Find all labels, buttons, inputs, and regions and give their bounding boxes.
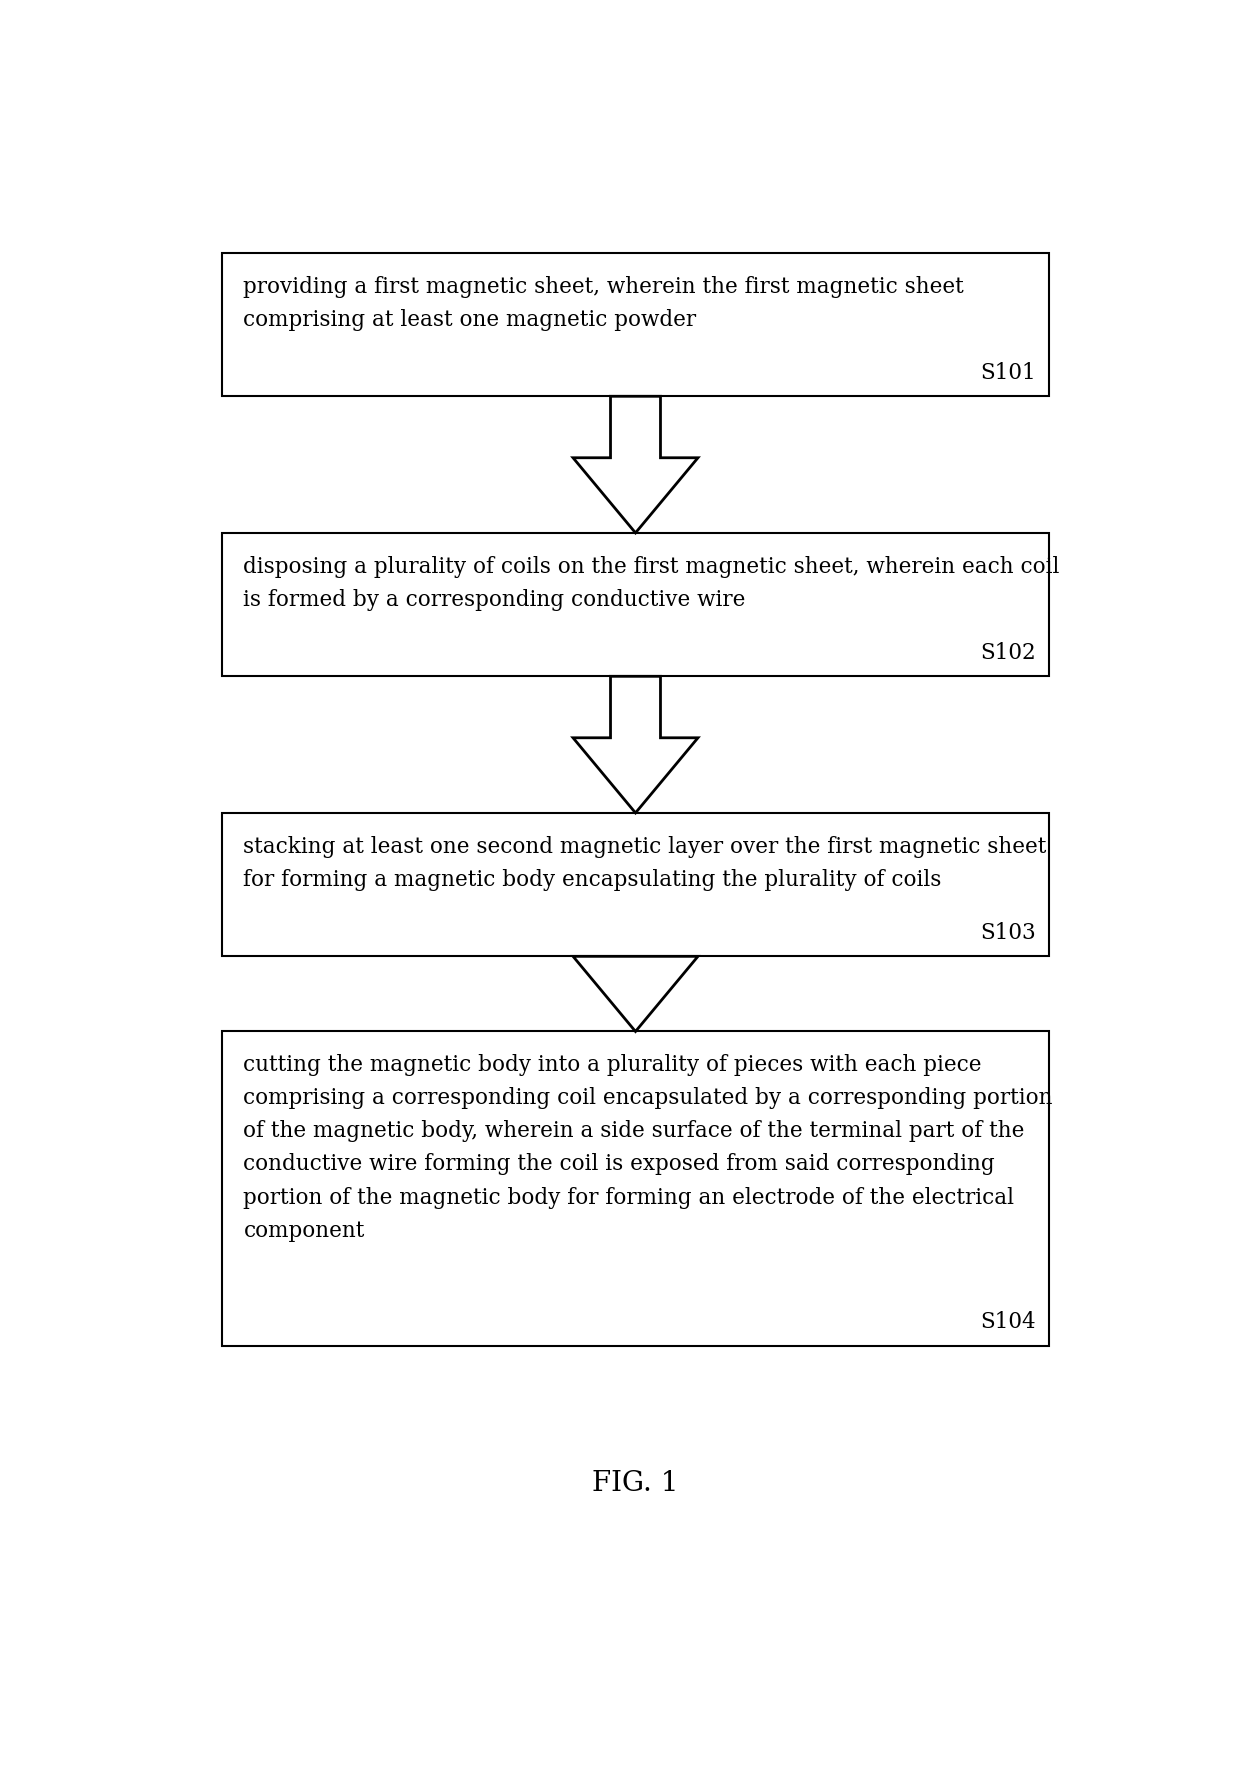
- Bar: [222, 1032, 1049, 1346]
- Text: disposing a plurality of coils on the first magnetic sheet, wherein each coil
is: disposing a plurality of coils on the fi…: [243, 555, 1060, 610]
- Text: providing a first magnetic sheet, wherein the first magnetic sheet
comprising at: providing a first magnetic sheet, wherei…: [243, 275, 965, 330]
- Text: stacking at least one second magnetic layer over the first magnetic sheet
for fo: stacking at least one second magnetic la…: [243, 835, 1047, 890]
- Polygon shape: [573, 957, 698, 1032]
- Text: S103: S103: [981, 922, 1037, 943]
- Text: S104: S104: [981, 1310, 1037, 1332]
- Bar: [222, 534, 1049, 677]
- Text: cutting the magnetic body into a plurality of pieces with each piece
comprising : cutting the magnetic body into a plurali…: [243, 1053, 1053, 1241]
- Bar: [222, 814, 1049, 957]
- Polygon shape: [573, 397, 698, 534]
- Text: FIG. 1: FIG. 1: [593, 1470, 678, 1496]
- Bar: [222, 254, 1049, 397]
- Text: S102: S102: [981, 642, 1037, 663]
- Polygon shape: [573, 677, 698, 814]
- Text: S101: S101: [981, 362, 1037, 383]
